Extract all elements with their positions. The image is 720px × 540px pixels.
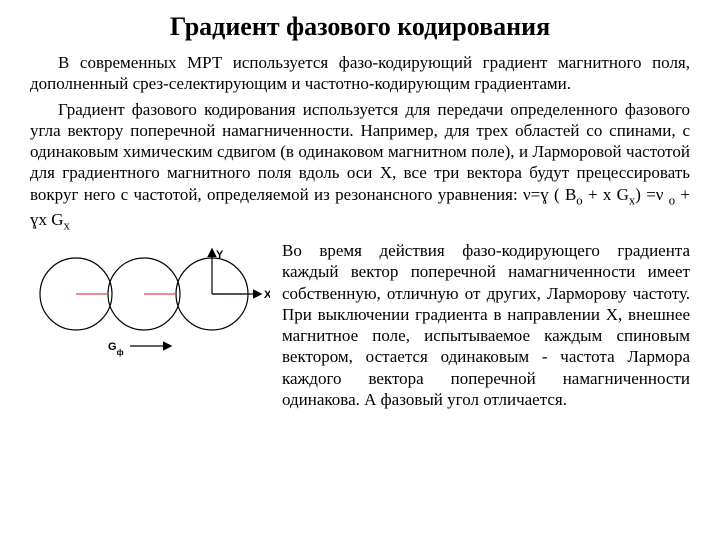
eq-mid-2: ) =ν (635, 185, 669, 204)
paragraph-2: Градиент фазового кодирования использует… (30, 99, 690, 235)
side-paragraph: Во время действия фазо-кодирующего гради… (282, 240, 690, 410)
page-title: Градиент фазового кодирования (30, 12, 690, 42)
eq-mid-1: + x G (583, 185, 629, 204)
spin-diagram-svg: X Y Gф (30, 246, 270, 366)
paragraph-1: В современных МРТ используется фазо-коди… (30, 52, 690, 95)
slide-page: Градиент фазового кодирования В современ… (0, 0, 720, 540)
svg-text:X: X (264, 289, 270, 301)
eq-sub-4: x (64, 218, 70, 232)
svg-text:Y: Y (216, 249, 224, 261)
spin-figure: X Y Gф (30, 240, 270, 410)
lower-row: X Y Gф Во время действия фазо-кодирующего … (30, 240, 690, 410)
svg-text:Gф: Gф (108, 341, 124, 357)
